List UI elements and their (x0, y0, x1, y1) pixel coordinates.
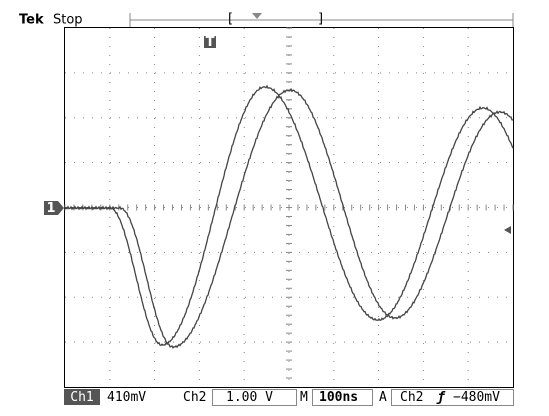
trigger-marker-box (204, 36, 216, 48)
waveforms (64, 84, 514, 349)
time-scale: 100ns (319, 390, 358, 405)
trigger-source: Ch2 (400, 390, 423, 405)
trigger-position (252, 13, 262, 19)
window-bracket: ] (318, 12, 323, 27)
window-bracket: [ (228, 12, 233, 27)
trigger-marker: T (206, 35, 215, 50)
brand: Tek (19, 13, 44, 28)
trace-ch1 (64, 84, 514, 347)
time-label: M (300, 390, 308, 405)
ch2-scale-box (212, 389, 297, 406)
channel-marker: 1 (46, 201, 55, 216)
ch2-scale: 1.00 V (226, 390, 273, 405)
trigger-level-marker (504, 226, 511, 234)
channel-marker-box (44, 201, 64, 215)
trigger-slope: ƒ (436, 390, 446, 405)
ch2-label: Ch2 (183, 390, 206, 405)
ch1-label-box (64, 389, 100, 405)
trace-ch2 (64, 87, 514, 349)
trigger-level: −480mV (453, 390, 500, 405)
trigger-box (391, 389, 514, 406)
time-scale-box (312, 389, 373, 406)
run-status: Stop (53, 13, 83, 28)
ch1-scale: 410mV (107, 390, 146, 405)
trigger-mode: A (379, 390, 387, 405)
ch1-label: Ch1 (70, 390, 93, 405)
